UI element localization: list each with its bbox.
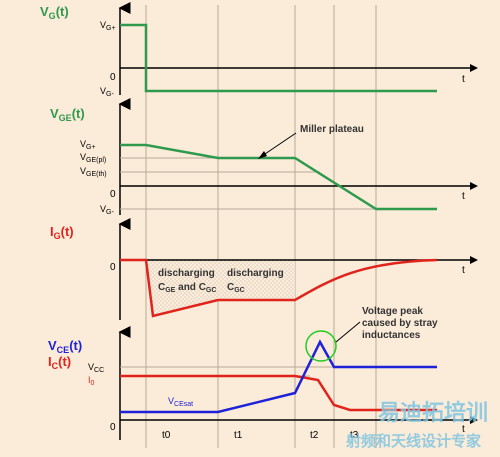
miller-plateau-pointer (261, 132, 297, 157)
vge-t-label: t (462, 191, 465, 202)
voltage-peak-line2: caused by stray (362, 318, 438, 329)
vg-plus-label: VG+ (100, 20, 116, 32)
vce-t-arrow (470, 416, 478, 424)
time-gridlines (145, 5, 377, 448)
ig-t-label: t (462, 265, 465, 276)
voltage-peak-line3: inductances (362, 330, 421, 341)
ig-discharge-fill (146, 260, 295, 316)
vce-level-gridlines (120, 366, 437, 377)
vge-level-gridlines (120, 144, 376, 210)
vge-title: VGE(t) (50, 106, 85, 123)
miller-plateau-label: Miller plateau (300, 124, 364, 135)
discharging-cge-cgc-line1: discharging (158, 268, 215, 279)
plot-ig: IG(t) 0 t discharging CGE and CGC discha… (50, 218, 478, 320)
plot-vg: VG(t) VG+ VG- 0 t (40, 2, 478, 98)
vce-origin: 0 (110, 422, 116, 433)
ig-t-arrow (470, 256, 478, 264)
vge-level-plateau: VGE(pl) (80, 152, 106, 164)
vg-origin: 0 (110, 72, 116, 83)
ig-title: IG(t) (50, 224, 74, 241)
ic-trace (120, 374, 437, 412)
vge-level-vg-plus: VG+ (80, 139, 96, 151)
interval-t3: t3 (350, 430, 359, 441)
vg-t-arrow (470, 64, 478, 72)
discharging-cgc-line2: CGC (227, 282, 245, 294)
interval-t2: t2 (310, 430, 319, 441)
vg-trace (120, 23, 437, 93)
vge-t-arrow (470, 182, 478, 190)
vg-title: VG(t) (40, 4, 69, 21)
ig-origin: 0 (110, 262, 116, 273)
voltage-peak-pointer (335, 321, 361, 343)
voltage-peak-highlight (305, 330, 337, 362)
ig-trace (120, 258, 438, 318)
vg-t-label: t (462, 74, 465, 85)
i0-label: I0 (88, 375, 95, 387)
watermark: 易迪拓培训 射频和天线设计专家 (345, 400, 488, 450)
watermark-line1: 易迪拓培训 (378, 400, 488, 425)
vce-title: VCE(t) (48, 338, 82, 355)
discharging-cge-cgc-line2: CGE and CGC (158, 282, 216, 294)
vge-origin: 0 (110, 189, 116, 200)
vcesat-label: VCEsat (168, 396, 193, 408)
vge-trace (120, 143, 437, 211)
voltage-peak-line1: Voltage peak (362, 306, 423, 317)
vge-level-vg-minus: VG- (100, 204, 114, 216)
vce-t-label: t (462, 424, 465, 435)
vg-minus-label: VG- (100, 86, 114, 98)
interval-t0: t0 (162, 430, 171, 441)
miller-plateau-arrowhead (258, 151, 267, 159)
vce-trace (120, 339, 437, 414)
ic-title: IC(t) (48, 354, 71, 371)
discharging-cgc-line1: discharging (227, 268, 284, 279)
vge-level-threshold: VGE(th) (80, 166, 107, 178)
vcc-label: VCC (88, 362, 104, 374)
watermark-line2: 射频和天线设计专家 (345, 432, 481, 450)
interval-t1: t1 (234, 430, 243, 441)
plot-vce-ic: VCE(t) IC(t) VCC I0 0 t VCEsat Voltage p… (48, 306, 478, 441)
plot-vge: VGE(t) VG+ VGE(pl) VGE(th) VG- 0 t Mille… (50, 98, 478, 216)
